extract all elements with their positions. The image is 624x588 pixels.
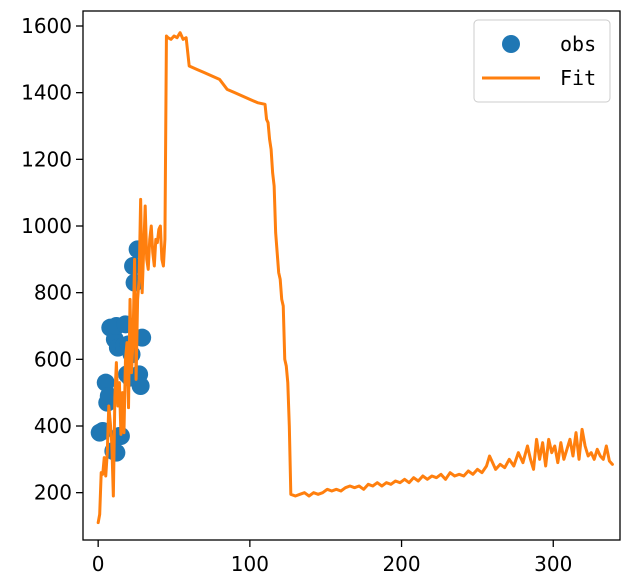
obs-point: [107, 443, 126, 462]
series-layer: [90, 31, 614, 525]
legend: obs Fit: [473, 19, 611, 103]
y-tick-label: 1200: [21, 147, 72, 171]
obs-point: [131, 377, 150, 395]
legend-obs-marker: [502, 35, 520, 53]
legend-fit-label: Fit: [560, 66, 596, 90]
y-tick-label: 400: [34, 414, 72, 438]
axes-frame: [82, 10, 621, 541]
x-tick-label: 0: [92, 552, 105, 576]
y-tick-label: 200: [34, 481, 72, 505]
x-tick-label: 300: [534, 552, 572, 576]
y-tick-label: 1000: [21, 214, 72, 238]
ticks-layer: 0 100 200 300 200 400 600 800 1000 1200 1400 1600: [21, 14, 572, 576]
legend-obs-label: obs: [560, 32, 596, 56]
x-tick-label: 200: [382, 552, 420, 576]
fit-line: [96, 31, 614, 525]
y-tick-label: 1600: [21, 14, 72, 38]
x-tick-label: 100: [231, 552, 269, 576]
y-tick-label: 800: [34, 281, 72, 305]
y-tick-label: 1400: [21, 81, 72, 105]
y-tick-label: 600: [34, 347, 72, 371]
obs-point: [99, 387, 118, 405]
